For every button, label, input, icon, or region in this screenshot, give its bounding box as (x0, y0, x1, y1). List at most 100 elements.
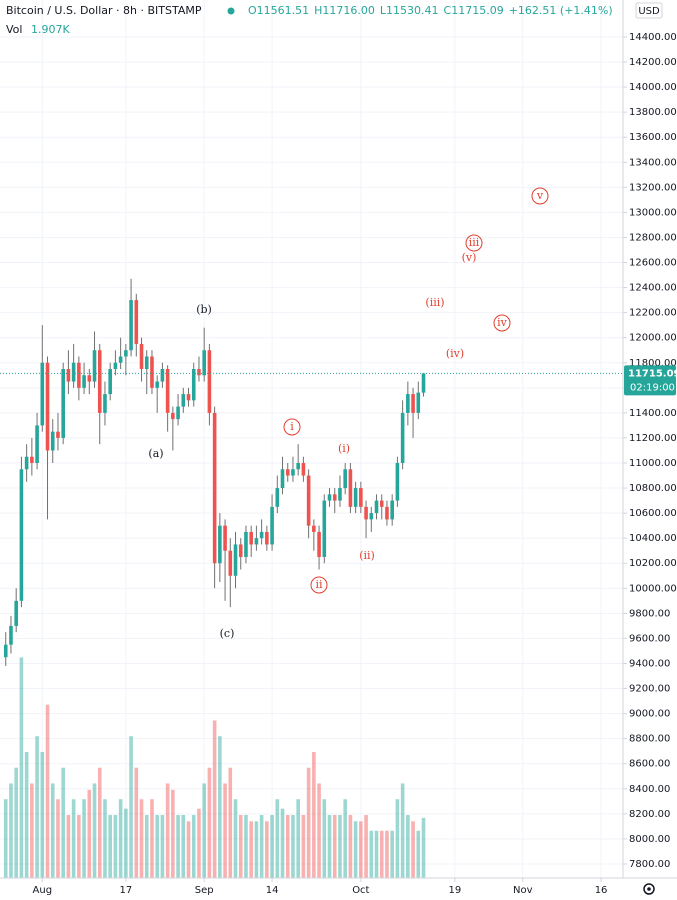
y-tick-label: 8800.00 (629, 734, 670, 745)
candle-body (35, 425, 39, 463)
y-tick-label: 8200.00 (629, 809, 670, 820)
candle-body (238, 544, 243, 557)
candle-body (87, 375, 92, 382)
volume-bar (92, 783, 97, 878)
volume-bar (144, 814, 149, 878)
volume-bar (77, 814, 81, 878)
volume-bar (108, 814, 112, 878)
volume-bar (359, 821, 363, 878)
volume-bar (24, 751, 29, 878)
candle-body (129, 300, 133, 351)
candle-body (369, 513, 374, 520)
candle-body (50, 431, 55, 451)
volume-bar (155, 814, 159, 878)
wave-label: (a) (148, 447, 163, 460)
candle-body (233, 544, 238, 576)
candle-body (160, 369, 165, 382)
wave-circle (493, 314, 511, 332)
y-tick-label: 9400.00 (629, 658, 670, 669)
volume-bar (322, 799, 327, 878)
y-tick-label: 14400.00 (629, 32, 677, 43)
wave-label: v (536, 189, 544, 202)
volume-value: 1.907K (31, 23, 70, 36)
wave-label: (v) (462, 251, 477, 264)
wave-label: i (290, 420, 294, 433)
volume-bar (244, 814, 248, 878)
y-tick-label: 13400.00 (629, 157, 677, 168)
x-tick-label: 17 (119, 885, 132, 896)
candle-body (150, 356, 154, 388)
volume-bar (270, 814, 274, 878)
y-tick-label: 11200.00 (629, 433, 677, 444)
candle-body (406, 394, 410, 413)
volume-bar (45, 704, 50, 878)
volume-bar (291, 814, 295, 878)
volume-bar (40, 751, 45, 878)
y-tick-label: 10000.00 (629, 583, 677, 594)
candle-body (24, 456, 29, 470)
candle-body (395, 462, 400, 501)
price-tag-label: 11715.09 (628, 368, 677, 379)
x-tick-label: Aug (33, 885, 53, 896)
volume-bar (19, 657, 24, 878)
currency-box[interactable] (635, 2, 663, 19)
volume-bar (223, 783, 227, 878)
candle-body (296, 462, 300, 470)
volume-bar (212, 720, 217, 878)
x-tick-label: 14 (266, 885, 279, 896)
candle-body (306, 475, 311, 526)
volume-bar (129, 736, 133, 878)
candle-body (374, 500, 379, 514)
candle-body (82, 375, 86, 388)
candle-body (118, 356, 123, 363)
gear[interactable] (643, 883, 655, 895)
volume-bar (186, 821, 191, 878)
y-tick-label: 10400.00 (629, 533, 677, 544)
candle-body (265, 531, 269, 545)
candle-body (155, 381, 159, 388)
volume-bar (191, 814, 196, 878)
candle-body (218, 525, 222, 564)
candle-body (14, 600, 18, 626)
candle-body (254, 538, 259, 545)
ohlc-value: O11561.51 (248, 4, 309, 17)
settings-icon[interactable] (643, 883, 655, 895)
volume-bar (87, 789, 92, 878)
volume-bar (259, 814, 264, 878)
volume-bar (56, 799, 60, 878)
y-tick-label: 12400.00 (629, 283, 677, 294)
volume-bar (280, 808, 285, 878)
volume-bar (139, 799, 144, 878)
candle-body (9, 625, 13, 645)
candle-body (212, 412, 217, 564)
candle-body (113, 362, 118, 370)
y-tick-label: 10200.00 (629, 558, 677, 569)
candle-body (338, 488, 342, 501)
candle-body (400, 412, 405, 463)
volume-bar (218, 736, 222, 878)
volume-bar (338, 814, 342, 878)
volume-bar (171, 789, 175, 878)
candle-body (327, 494, 332, 501)
candle-body (92, 350, 97, 382)
candle-body (3, 644, 8, 658)
volume-bar (327, 814, 332, 878)
candle-body (45, 362, 50, 451)
volume-bar (395, 799, 400, 878)
y-tick-label: 13000.00 (629, 207, 677, 218)
candle-body (353, 488, 358, 507)
wave-label: (c) (220, 627, 235, 640)
x-tick-label: Sep (195, 885, 214, 896)
volume-bar (181, 814, 186, 878)
volume-bar (400, 783, 405, 878)
volume-bar (97, 767, 102, 878)
volume-bar (233, 799, 238, 878)
volume-bar (306, 767, 311, 878)
candle-body (103, 394, 107, 413)
volume-bar (150, 799, 154, 878)
gear-center (647, 887, 651, 891)
annotations: (b) (a) (c) i (i) ii (ii) (iii) (iv) iii (v) iv v (148, 187, 549, 640)
y-tick-label: 11000.00 (629, 458, 677, 469)
volume-bar (160, 814, 165, 878)
